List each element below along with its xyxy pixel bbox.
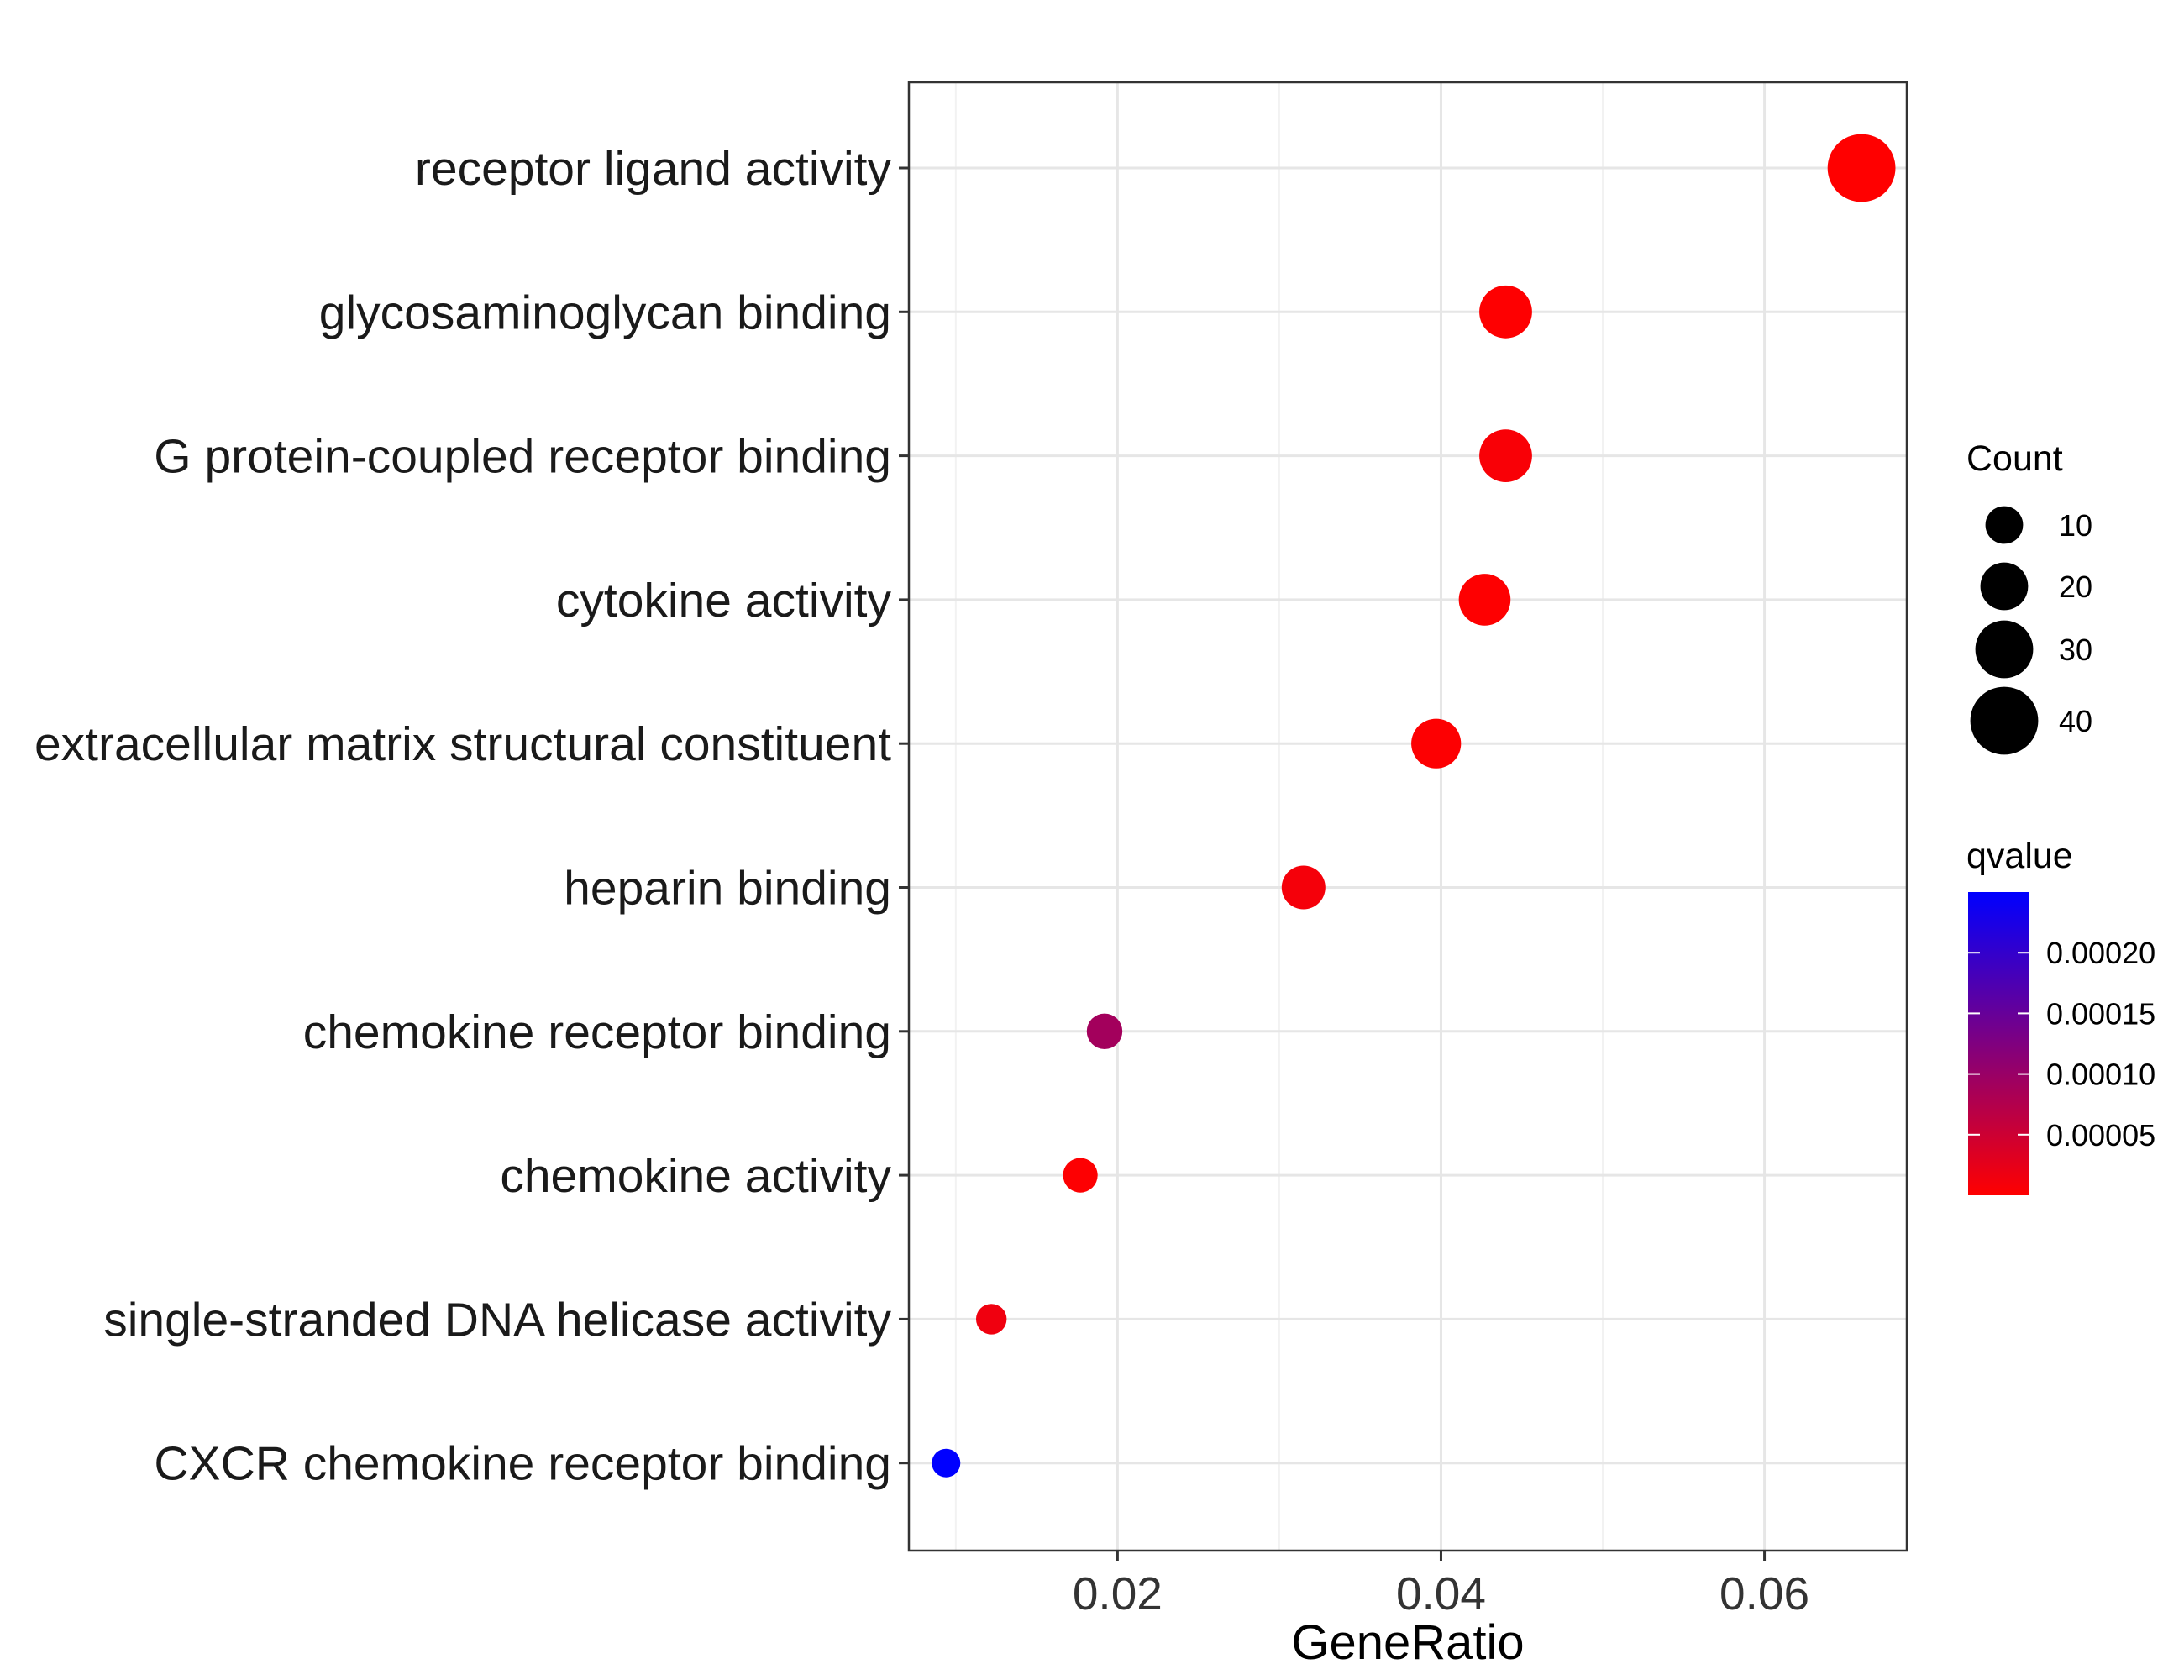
x-axis-title: GeneRatio [1291, 1615, 1524, 1670]
count-legend: Count 10 20 30 40 [1966, 438, 2092, 755]
count-legend-key [1970, 686, 2039, 755]
x-tick-label: 0.06 [1719, 1567, 1809, 1620]
count-legend-title: Count [1966, 438, 2063, 479]
data-point [1063, 1158, 1098, 1193]
count-legend-label: 20 [2059, 570, 2092, 604]
data-point [932, 1448, 961, 1478]
y-axis: receptor ligand activity glycosaminoglyca… [34, 142, 909, 1491]
y-tick-label: cytokine activity [556, 574, 892, 627]
data-point [1411, 718, 1462, 769]
y-tick-label: single-stranded DNA helicase activity [103, 1293, 891, 1347]
y-tick-label: receptor ligand activity [415, 142, 892, 196]
data-point [1086, 1013, 1123, 1050]
count-legend-key [1980, 562, 2029, 611]
qvalue-colorbar [1968, 892, 2029, 1195]
qvalue-legend-label: 0.00005 [2046, 1118, 2155, 1152]
y-tick-label: G protein-coupled receptor binding [154, 430, 891, 484]
plot-panel-border [907, 81, 1908, 1552]
y-tick-label: chemokine receptor binding [303, 1005, 891, 1059]
qvalue-legend: qvalue 0.00005 0.00010 0.00015 0.00020 [1966, 836, 2155, 1195]
qvalue-legend-label: 0.00020 [2046, 936, 2155, 970]
x-tick-label: 0.04 [1396, 1567, 1486, 1620]
data-point [975, 1304, 1007, 1335]
y-tick-label: chemokine activity [500, 1149, 891, 1203]
grid-lines [909, 82, 1907, 1551]
y-tick-label: extracellular matrix structural constitu… [34, 717, 891, 771]
count-legend-label: 30 [2059, 633, 2092, 667]
data-point [1827, 134, 1896, 202]
y-tick-label: heparin binding [564, 862, 891, 916]
data-points [932, 134, 1896, 1478]
count-legend-key [1975, 620, 2034, 679]
count-legend-label: 40 [2059, 704, 2092, 738]
qvalue-legend-title: qvalue [1966, 836, 2073, 876]
y-tick-label: CXCR chemokine receptor binding [154, 1437, 891, 1491]
data-point [1479, 285, 1532, 339]
y-tick-label: glycosaminoglycan binding [319, 286, 891, 339]
qvalue-legend-label: 0.00015 [2046, 996, 2155, 1031]
x-tick-label: 0.02 [1073, 1567, 1163, 1620]
count-legend-key [1985, 506, 2024, 544]
count-legend-label: 10 [2059, 508, 2092, 543]
x-axis: 0.02 0.04 0.06 [1073, 1551, 1809, 1620]
data-point [1458, 574, 1511, 626]
data-point [1281, 865, 1326, 910]
qvalue-legend-label: 0.00010 [2046, 1058, 2155, 1092]
data-point [1479, 429, 1532, 482]
